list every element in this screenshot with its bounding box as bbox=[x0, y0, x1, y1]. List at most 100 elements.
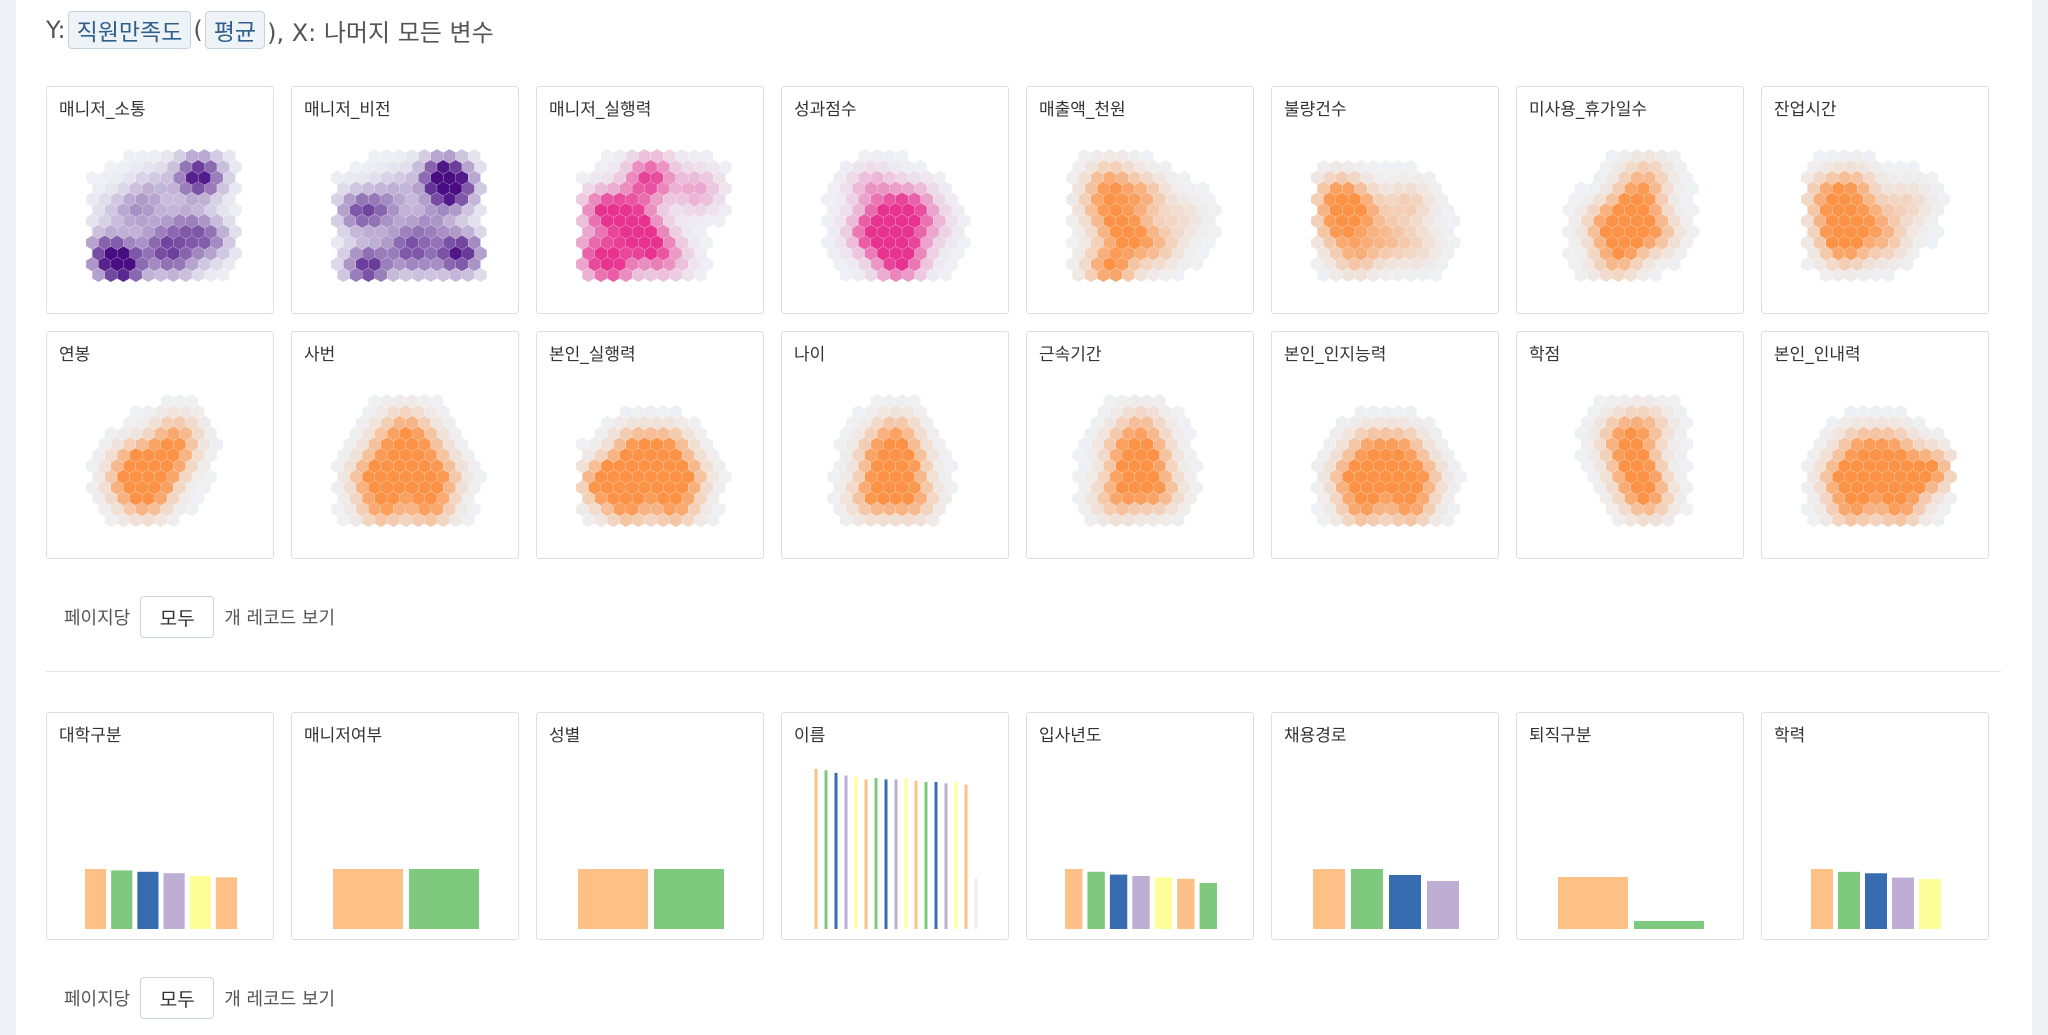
hex-cell bbox=[198, 458, 211, 474]
bar-chart-card[interactable]: 매니저여부 bbox=[291, 712, 519, 940]
records-per-page-select[interactable]: 모두 bbox=[140, 977, 215, 1019]
hex-cell bbox=[349, 512, 363, 528]
bar-chart-card[interactable]: 성별 bbox=[536, 712, 764, 940]
hex-cell bbox=[920, 415, 934, 430]
hex-cell bbox=[1875, 257, 1889, 272]
hexbin-chart-card[interactable]: 나이 bbox=[781, 331, 1009, 559]
hex-cell bbox=[430, 213, 444, 229]
hex-cell bbox=[1417, 512, 1430, 528]
hex-cell bbox=[135, 257, 149, 272]
hex-cell bbox=[852, 246, 865, 261]
bar-chart-card[interactable]: 입사년도 bbox=[1026, 712, 1254, 940]
hex-cell bbox=[1097, 469, 1110, 484]
hex-cell bbox=[412, 267, 425, 283]
hex-cell bbox=[682, 246, 695, 261]
hex-cell bbox=[129, 159, 142, 175]
hexbin-chart-card[interactable]: 연봉 bbox=[46, 331, 274, 559]
hex-cell bbox=[607, 426, 620, 441]
hex-cell bbox=[1813, 458, 1826, 474]
hex-cell bbox=[1826, 149, 1839, 164]
hex-cell bbox=[1410, 257, 1424, 272]
hexbin-chart-card[interactable]: 불량건수 bbox=[1271, 86, 1499, 314]
aggregation-chip[interactable]: 평균 bbox=[204, 11, 266, 49]
hex-cell bbox=[437, 246, 450, 261]
hex-cell bbox=[1122, 159, 1135, 175]
hex-cell bbox=[688, 170, 701, 185]
bar-chart-card[interactable]: 이름 bbox=[781, 712, 1009, 940]
hexbin-chart-card[interactable]: 미사용_휴가일수 bbox=[1516, 86, 1744, 314]
hex-cell bbox=[198, 437, 211, 452]
hex-cell bbox=[1392, 159, 1405, 175]
bar bbox=[111, 870, 133, 929]
hexbin-chart-card[interactable]: 근속기간 bbox=[1026, 331, 1254, 559]
y-variable-chip[interactable]: 직원만족도 bbox=[67, 11, 192, 49]
hex-cell bbox=[1078, 149, 1091, 164]
hex-cell bbox=[1159, 267, 1172, 283]
hex-cell bbox=[1367, 181, 1380, 196]
hex-cell bbox=[1153, 394, 1166, 409]
bar-chart-card[interactable]: 채용경로 bbox=[1271, 712, 1499, 940]
hex-cell bbox=[1919, 181, 1932, 196]
hexbin-chart-card[interactable]: 매니저_소통 bbox=[46, 86, 274, 314]
hex-cell bbox=[694, 512, 707, 528]
hex-cell bbox=[1385, 213, 1399, 229]
bar bbox=[894, 779, 898, 929]
hexbin-chart-card[interactable]: 매니저_비전 bbox=[291, 86, 519, 314]
hexbin-chart-card[interactable]: 성과점수 bbox=[781, 86, 1009, 314]
hexbin-chart-card[interactable]: 잔업시간 bbox=[1761, 86, 1989, 314]
hex-cell bbox=[1336, 415, 1349, 430]
hexbin-chart-card[interactable]: 사번 bbox=[291, 331, 519, 559]
hex-cell bbox=[1392, 469, 1405, 484]
hex-cell bbox=[430, 149, 444, 164]
hex-cell bbox=[1109, 159, 1122, 175]
hexbin-chart-card[interactable]: 매니저_실행력 bbox=[536, 86, 764, 314]
hex-cell bbox=[1674, 448, 1687, 463]
hex-cell bbox=[412, 469, 425, 484]
hex-cell bbox=[1147, 203, 1160, 218]
hex-cell bbox=[719, 159, 732, 175]
hex-cell bbox=[135, 213, 149, 229]
hex-cell bbox=[148, 502, 161, 517]
hex-cell bbox=[173, 458, 186, 474]
bar-chart-card[interactable]: 대학구분 bbox=[46, 712, 274, 940]
hex-cell bbox=[1687, 181, 1700, 196]
hex-cell bbox=[858, 149, 871, 164]
hex-cell bbox=[1134, 469, 1147, 484]
hex-cell bbox=[1115, 235, 1129, 250]
hexbin-chart-card[interactable]: 매출액_천원 bbox=[1026, 86, 1254, 314]
hex-cell bbox=[1932, 224, 1945, 239]
hex-cell bbox=[675, 480, 689, 495]
hexbin-chart-card[interactable]: 본인_실행력 bbox=[536, 331, 764, 559]
hex-cell bbox=[160, 437, 174, 452]
hex-cell bbox=[644, 469, 657, 484]
hex-cell bbox=[374, 159, 387, 175]
hex-cell bbox=[1442, 203, 1455, 218]
hex-cell bbox=[1084, 469, 1098, 484]
hex-cell bbox=[827, 224, 840, 239]
hex-cell bbox=[405, 502, 419, 517]
hex-cell bbox=[682, 491, 695, 506]
hex-cell bbox=[1581, 257, 1594, 272]
hexbin-chart-card[interactable]: 본인_인지능력 bbox=[1271, 331, 1499, 559]
hex-cell bbox=[204, 181, 217, 196]
bar-chart-card[interactable]: 학력 bbox=[1761, 712, 1989, 940]
hex-cell bbox=[582, 512, 595, 528]
hex-cell bbox=[1932, 491, 1945, 506]
hex-cell bbox=[694, 203, 707, 218]
hex-cell bbox=[870, 213, 884, 229]
hex-cell bbox=[468, 480, 481, 495]
hexbin-chart-card[interactable]: 본인_인내력 bbox=[1761, 331, 1989, 559]
hex-cell bbox=[588, 192, 601, 207]
hex-cell bbox=[1630, 170, 1644, 185]
hex-cell bbox=[374, 203, 387, 218]
hex-cell bbox=[1128, 213, 1141, 229]
bar-chart-card[interactable]: 퇴직구분 bbox=[1516, 712, 1744, 940]
bar bbox=[1892, 877, 1914, 929]
y-prefix: Y: bbox=[46, 16, 66, 44]
hex-cell bbox=[607, 181, 620, 196]
hex-cell bbox=[1134, 159, 1147, 175]
hexbin-chart-card[interactable]: 학점 bbox=[1516, 331, 1744, 559]
hex-cell bbox=[356, 415, 369, 430]
hex-cell bbox=[1612, 426, 1625, 441]
records-per-page-select[interactable]: 모두 bbox=[140, 596, 215, 638]
